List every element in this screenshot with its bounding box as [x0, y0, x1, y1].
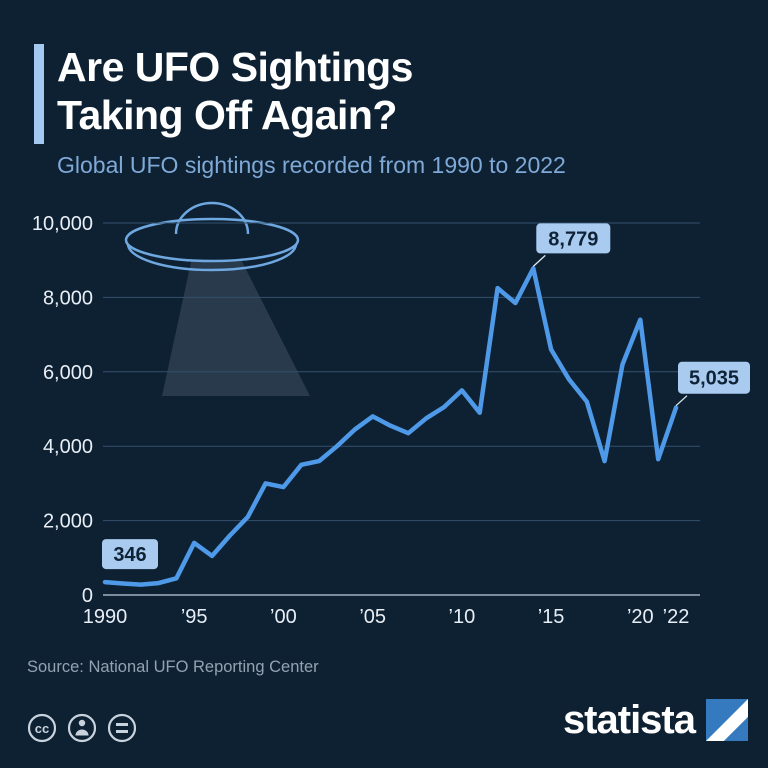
- statista-logo-mark[interactable]: [706, 699, 748, 741]
- chart-subtitle: Global UFO sightings recorded from 1990 …: [57, 151, 566, 178]
- x-tick-label: ’10: [449, 606, 476, 628]
- title-accent-bar: [34, 44, 44, 144]
- page-title-line2: Taking Off Again?: [57, 91, 397, 138]
- ufo-icon: [124, 201, 310, 396]
- source-note: Source: National UFO Reporting Center: [27, 658, 319, 676]
- y-tick-label: 6,000: [43, 362, 93, 384]
- ufo-beam: [162, 230, 310, 396]
- cc-icon-label: cc: [35, 721, 49, 736]
- x-tick-label: ’20: [627, 606, 654, 628]
- page-title-line1: Are UFO Sightings: [57, 44, 413, 90]
- y-tick-label: 4,000: [43, 436, 93, 458]
- x-tick-label: ’22: [663, 606, 690, 628]
- cc-icon[interactable]: cc: [27, 713, 57, 743]
- y-tick-label: 0: [82, 585, 93, 607]
- ufo-body: [124, 217, 300, 263]
- x-tick-label: ’05: [359, 606, 386, 628]
- statista-logo-text[interactable]: statista: [562, 698, 696, 742]
- value-badge: [102, 539, 158, 570]
- equals-icon[interactable]: [107, 713, 137, 743]
- annotation-connector: [532, 254, 546, 267]
- y-tick-label: 10,000: [32, 213, 93, 235]
- ufo-rim: [126, 243, 298, 272]
- x-tick-label: ’95: [181, 606, 208, 628]
- y-tick-label: 8,000: [43, 287, 93, 309]
- value-badge-label: 346: [113, 544, 146, 566]
- value-badge: [536, 223, 611, 254]
- ufo-sightings-line-chart: 0 2,000 4,000 6,000 8,000 10,000 1990 ’95 ’00 ’05…: [32, 201, 750, 628]
- value-badge-label: 8,779: [548, 228, 598, 250]
- header: Are UFO Sightings Taking Off Again? Glob…: [34, 44, 566, 179]
- sightings-line: [102, 266, 679, 587]
- license-icons: cc: [27, 713, 137, 743]
- annotation-connector: [675, 395, 688, 407]
- value-badge: [678, 361, 750, 394]
- statista-brand[interactable]: statista: [563, 699, 748, 741]
- x-tick-label: ’00: [270, 606, 297, 628]
- x-tick-label: ’15: [538, 606, 565, 628]
- y-tick-label: 2,000: [43, 511, 93, 533]
- title-block: Are UFO Sightings Taking Off Again? Glob…: [57, 44, 566, 179]
- attribution-icon[interactable]: [67, 713, 97, 743]
- value-badge-label: 5,035: [689, 368, 739, 390]
- ufo-dome: [174, 201, 250, 235]
- x-tick-label: 1990: [83, 606, 128, 628]
